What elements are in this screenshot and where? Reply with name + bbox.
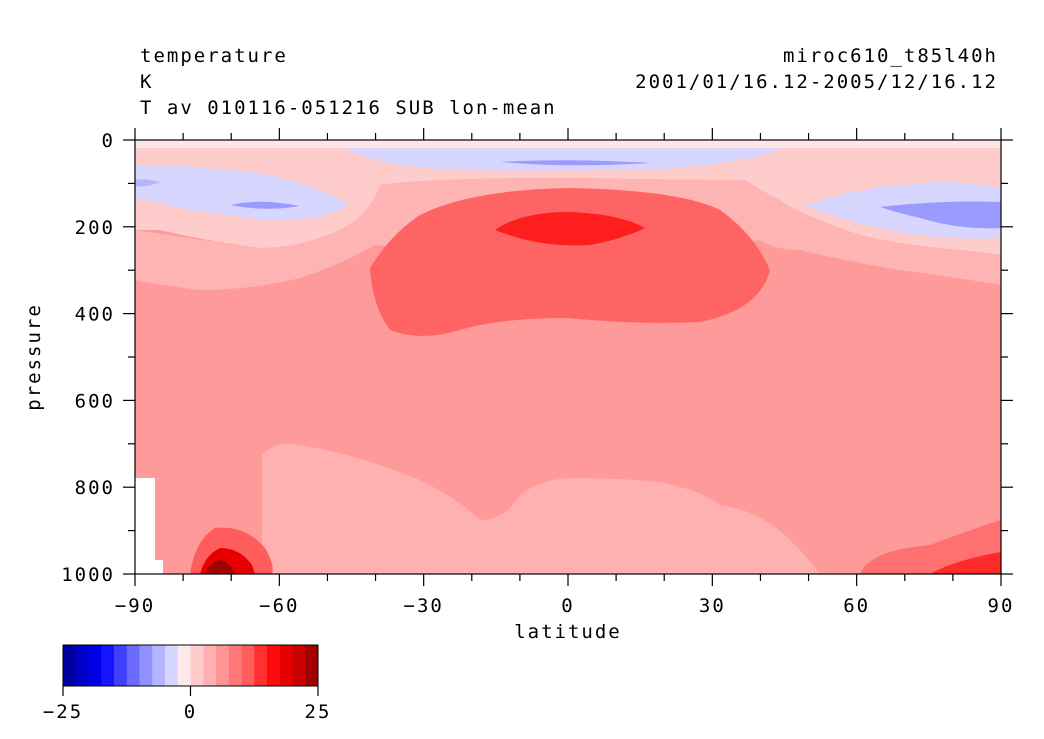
colorbar-swatch [241,645,255,686]
field-blue-south-edge [135,179,160,187]
colorbar-swatch [190,645,204,686]
colorbar-tick-label: 0 [184,701,197,723]
field-upper-lightpink [135,148,1001,255]
title-period: 2001/01/16.12-2005/12/16.12 [635,71,998,93]
y-tick-label: 600 [75,390,115,412]
field-red-north-core [930,552,1001,574]
colorbar-swatch [279,645,293,686]
field-blue-equatorial-core [500,160,650,166]
colorbar-swatch [101,645,115,686]
field-red-core [495,212,645,246]
colorbar-swatch [305,645,319,686]
field-red-south-dark [205,560,235,574]
colorbar-swatch [177,645,191,686]
field-missing-block [135,478,155,574]
colorbar-swatch [216,645,230,686]
contour-field [135,140,1001,574]
x-tick-label: −60 [259,595,299,617]
colorbar-swatch [75,645,89,686]
colorbar-swatch [203,645,217,686]
title-left-block: temperature K T av 010116-051216 SUB lon… [140,45,557,119]
title-variable: temperature [140,45,288,67]
colorbar-swatch [152,645,166,686]
field-blue-equatorial-strat [345,148,780,171]
colorbar-tick-label: −25 [43,701,83,723]
y-tick-label: 200 [75,217,115,239]
colorbar-swatch [267,645,281,686]
field-stratosphere-band [135,140,1001,148]
x-tick-label: −90 [115,595,155,617]
title-model: miroc610_t85l40h [783,45,998,67]
colorbar-swatch [126,645,140,686]
colorbar-swatch [254,645,268,686]
colorbar-swatch [63,645,77,686]
x-tick-label: 30 [699,595,726,617]
y-tick-label: 1000 [61,564,115,586]
axes: −90 −60 −30 0 30 60 90 0 200 400 600 800 1000 [61,128,1015,617]
title-right-block: miroc610_t85l40h 2001/01/16.12-2005/12/1… [635,45,998,93]
colorbar: −25 0 25 [43,644,332,723]
colorbar-tick-label: 25 [305,701,332,723]
title-units: K [140,71,153,93]
y-tick-label: 800 [75,477,115,499]
colorbar-swatch [139,645,153,686]
x-tick-label: 90 [988,595,1015,617]
colorbar-swatch [88,645,102,686]
x-axis-label: latitude [514,621,622,643]
field-red-tropical [370,188,770,336]
x-tick-label: 0 [561,595,574,617]
field-lower-lightpink [262,443,820,574]
y-tick-label: 400 [75,304,115,326]
colorbar-swatch [114,645,128,686]
y-axis-label: pressure [23,303,45,411]
title-expression: T av 010116-051216 SUB lon-mean [140,97,557,119]
field-blue-south-core [230,201,300,209]
y-tick-label: 0 [102,130,115,152]
field-missing-block-2 [155,560,163,574]
colorbar-swatch [228,645,242,686]
colorbar-swatch [165,645,179,686]
field-blue-north-core [880,201,1001,229]
x-tick-label: 60 [843,595,870,617]
colorbar-swatch [292,645,306,686]
x-tick-label: −30 [404,595,444,617]
